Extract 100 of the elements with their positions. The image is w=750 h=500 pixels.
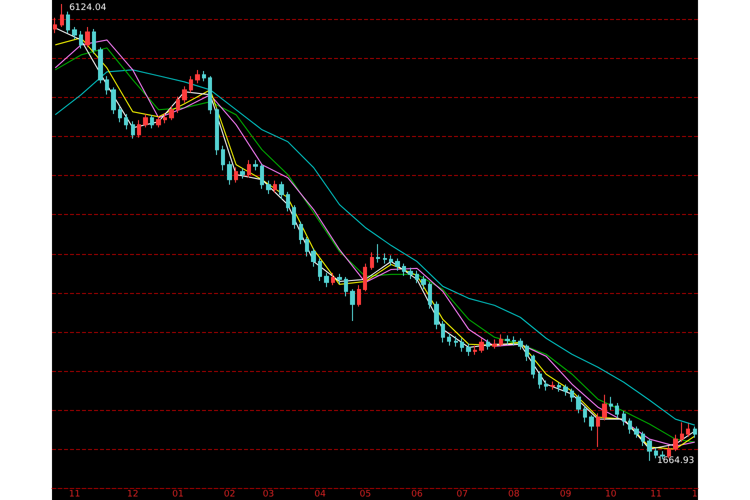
candlestick [98, 46, 103, 84]
candlestick [557, 382, 561, 392]
candlestick [628, 418, 632, 434]
candlestick [176, 96, 180, 114]
x-tick-label: 10 [605, 490, 617, 500]
candlestick [576, 394, 581, 414]
x-tick-label: 08 [508, 490, 520, 500]
candlestick [544, 380, 548, 392]
candlestick [60, 3, 64, 28]
x-tick-label: 1 [692, 490, 698, 500]
candlestick [305, 236, 309, 257]
candlestick [370, 252, 374, 270]
candlestick [331, 272, 335, 286]
candlestick [434, 301, 439, 330]
candlestick [647, 438, 652, 462]
candlestick [563, 384, 568, 396]
annotation: 1664.93 [657, 456, 694, 466]
candlestick [609, 396, 613, 411]
candlestick [357, 284, 361, 308]
candlestick [583, 406, 587, 423]
candlestick [550, 380, 555, 390]
x-tick-label: 12 [127, 490, 138, 500]
candlestick [118, 105, 122, 123]
candlestick [479, 338, 484, 354]
candlestick [292, 204, 296, 230]
candlestick [311, 248, 316, 268]
candlestick [156, 116, 161, 128]
candlestick [324, 272, 329, 288]
candlestick [202, 70, 206, 82]
candlestick [383, 252, 387, 264]
candlestick [570, 388, 574, 402]
candlestick [273, 180, 277, 194]
x-tick-label: 11 [650, 490, 662, 500]
candlestick [680, 422, 684, 442]
candlestick [473, 345, 477, 356]
x-tick-label: 07 [456, 490, 468, 500]
candlestick [79, 30, 83, 49]
candlestick [525, 344, 529, 362]
candlestick [499, 334, 503, 348]
candlestick [337, 273, 342, 285]
x-tick-label: 06 [411, 490, 423, 500]
candlestick [454, 336, 458, 348]
candlestick [279, 181, 284, 200]
candlestick [415, 270, 419, 284]
candlestick [215, 107, 219, 156]
x-tick-label: 02 [224, 490, 236, 500]
candlestick [227, 160, 232, 186]
candlestick [169, 105, 174, 121]
candlestick [240, 168, 245, 180]
candlestick [221, 145, 225, 171]
candlestick [673, 434, 678, 452]
x-tick-label: 05 [360, 490, 372, 500]
candlestick [260, 164, 264, 190]
candlestick [72, 26, 77, 40]
x-tick-label: 09 [560, 490, 572, 500]
annotation: 6124.04 [69, 2, 107, 13]
candlestick [66, 11, 70, 34]
candlestick [512, 336, 516, 346]
candlestick [686, 422, 690, 438]
candlestick [143, 114, 148, 128]
candlestick [195, 69, 200, 84]
candlestick [408, 267, 413, 280]
candlestick [253, 160, 258, 171]
candlestick [85, 26, 90, 48]
candlestick [150, 114, 154, 129]
candlestick [589, 414, 594, 432]
candlestick [421, 275, 426, 290]
candlestick [124, 114, 128, 130]
candlestick [634, 426, 639, 438]
candlestick [441, 320, 445, 344]
candlestick [395, 258, 400, 272]
candlestick [538, 370, 542, 390]
candlestick [531, 354, 535, 379]
candlestick [486, 338, 490, 350]
x-tick-label: 11 [68, 490, 80, 500]
candlestick [208, 76, 212, 115]
candlestick [92, 28, 96, 54]
candlestick [447, 332, 451, 346]
candlestick [131, 120, 135, 140]
candlestick [466, 343, 471, 356]
candlestick [299, 221, 303, 245]
x-tick-label: 04 [314, 490, 326, 500]
candlestick [234, 166, 238, 184]
candlestick [615, 402, 619, 419]
candlestick [492, 338, 497, 350]
candlestick [428, 282, 432, 310]
candlestick [350, 288, 355, 322]
candlestick [596, 412, 600, 448]
candlestick [266, 180, 271, 194]
candlestick [137, 120, 141, 138]
candlestick [344, 276, 348, 297]
candlestick [402, 263, 406, 276]
x-tick-label: 01 [172, 490, 184, 500]
candlestick [376, 244, 380, 264]
x-tick-label: 03 [262, 490, 274, 500]
candlestick [622, 410, 626, 426]
candlestick [641, 431, 645, 446]
candlestick [163, 112, 167, 124]
candlestick [602, 394, 607, 421]
candlestick [460, 338, 464, 352]
